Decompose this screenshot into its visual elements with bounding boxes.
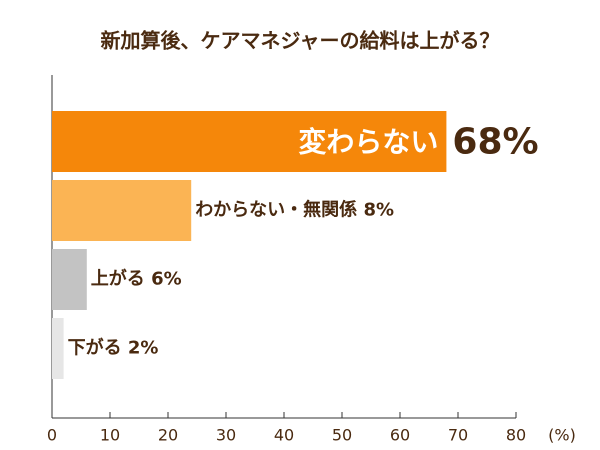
x-tick-label: 80 <box>506 426 526 445</box>
x-tick-label: 10 <box>100 426 120 445</box>
bar <box>52 111 447 172</box>
x-tick-label: 20 <box>158 426 178 445</box>
category-label: わからない・無関係 8% <box>195 199 394 221</box>
bar <box>52 180 192 241</box>
bar <box>52 249 87 310</box>
annotation: 68% <box>452 122 538 163</box>
x-unit: (%) <box>548 426 576 445</box>
x-tick-label: 40 <box>274 426 294 445</box>
x-tick-label: 50 <box>332 426 352 445</box>
x-tick-label: 60 <box>390 426 410 445</box>
x-tick-label: 0 <box>47 426 57 445</box>
x-tick-label: 70 <box>448 426 468 445</box>
category-label: 変わらない <box>298 126 438 159</box>
chart-title: 新加算後、ケアマネジャーの給料は上がる？ <box>101 29 500 53</box>
category-label: 下がる 2% <box>68 337 159 359</box>
x-tick-label: 30 <box>216 426 236 445</box>
category-label: 上がる 6% <box>91 268 182 290</box>
bar <box>52 318 64 379</box>
